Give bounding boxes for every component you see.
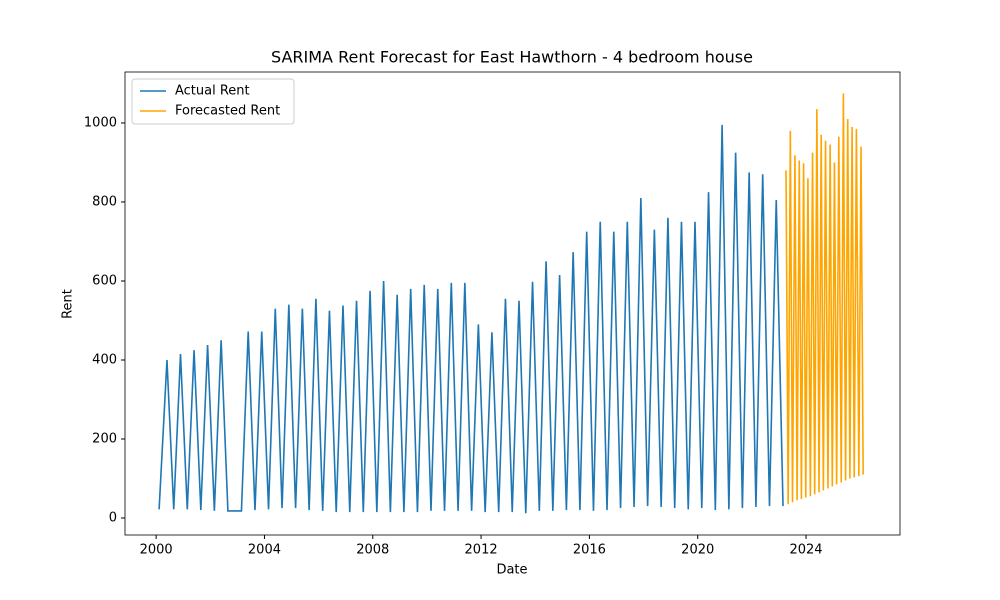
x-tick-label: 2000 bbox=[140, 543, 173, 558]
x-axis-label: Date bbox=[496, 563, 527, 578]
x-tick-label: 2004 bbox=[248, 543, 281, 558]
plot-frame bbox=[124, 71, 901, 536]
line-series bbox=[158, 124, 784, 514]
x-tick-label: 2016 bbox=[573, 543, 606, 558]
y-tick-label: 200 bbox=[92, 432, 117, 447]
x-tick-label: 2024 bbox=[789, 543, 822, 558]
legend-box bbox=[131, 78, 295, 125]
x-tick-label: 2008 bbox=[356, 543, 389, 558]
y-tick-label: 1000 bbox=[84, 115, 117, 130]
line-series bbox=[785, 93, 864, 505]
y-axis-label: Rent bbox=[61, 289, 76, 319]
y-tick-label: 800 bbox=[92, 194, 117, 209]
x-tick-label: 2020 bbox=[681, 543, 714, 558]
chart-title: SARIMA Rent Forecast for East Hawthorn -… bbox=[271, 48, 753, 67]
legend-label: Forecasted Rent bbox=[175, 104, 280, 119]
y-tick-label: 600 bbox=[92, 273, 117, 288]
x-tick-label: 2012 bbox=[465, 543, 498, 558]
legend-label: Actual Rent bbox=[175, 84, 250, 99]
y-tick-label: 400 bbox=[92, 352, 117, 367]
y-tick-label: 0 bbox=[109, 511, 117, 526]
